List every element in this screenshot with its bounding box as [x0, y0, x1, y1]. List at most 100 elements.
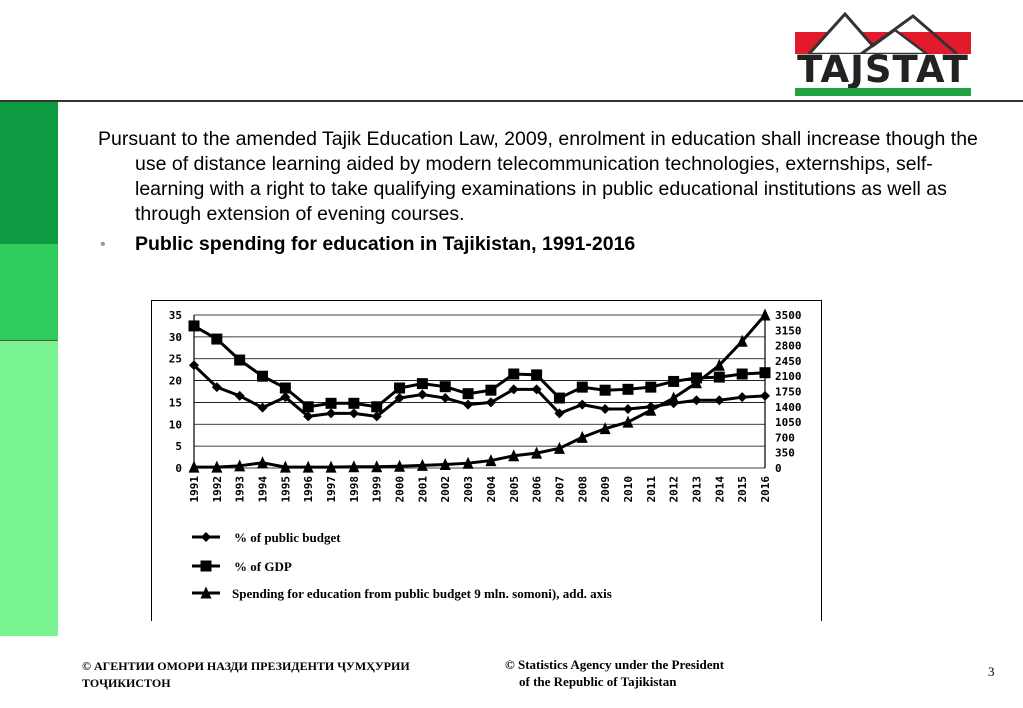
data-point-square — [485, 384, 497, 396]
data-point-square — [439, 381, 451, 393]
data-point-square — [553, 392, 565, 404]
y-right-tick-label: 2100 — [775, 370, 802, 383]
data-point-triangle — [690, 376, 702, 389]
footer-english-line1: © Statistics Agency under the President — [505, 657, 725, 672]
data-point-square — [394, 382, 406, 394]
data-point-triangle — [394, 459, 406, 472]
data-point-diamond — [348, 408, 359, 419]
data-point-diamond — [234, 390, 245, 401]
data-point-square — [325, 397, 337, 409]
data-point-triangle — [279, 460, 291, 473]
data-point-square — [645, 381, 657, 393]
x-tick-label: 2000 — [394, 476, 407, 503]
x-tick-label: 1996 — [302, 476, 315, 503]
x-tick-label: 2008 — [576, 476, 589, 503]
data-point-square — [462, 388, 474, 400]
x-tick-label: 2013 — [690, 476, 703, 503]
data-point-square — [531, 369, 543, 381]
data-point-square — [371, 401, 383, 413]
data-point-diamond — [257, 402, 268, 413]
x-tick-label: 1995 — [279, 476, 292, 503]
x-tick-label: 1994 — [257, 476, 270, 503]
data-point-square — [599, 384, 611, 396]
data-point-triangle — [188, 460, 200, 473]
footer-tajik-line2: ТОҶИКИСТОН — [82, 676, 171, 690]
side-band-divider — [0, 340, 58, 341]
data-point-square — [279, 382, 291, 394]
x-tick-label: 2003 — [462, 476, 475, 503]
data-point-square — [576, 381, 588, 393]
data-point-triangle — [416, 458, 428, 471]
data-point-diamond — [440, 393, 451, 404]
x-tick-label: 2002 — [439, 476, 452, 503]
x-tick-label: 2001 — [416, 476, 429, 503]
data-point-triangle — [668, 391, 680, 404]
page-number: 3 — [988, 664, 995, 679]
footer-agency-english: © Statistics Agency under the President … — [505, 656, 765, 690]
legend-swatch-marker — [200, 586, 212, 599]
y-right-tick-label: 2450 — [775, 355, 802, 368]
y-right-tick-label: 1050 — [775, 416, 802, 429]
x-tick-label: 1992 — [211, 476, 224, 503]
legend-swatch-marker — [201, 532, 211, 542]
data-point-triangle — [485, 454, 497, 467]
data-point-triangle — [759, 308, 771, 321]
data-point-diamond — [760, 390, 770, 401]
data-point-diamond — [211, 382, 222, 393]
x-tick-label: 1993 — [234, 476, 247, 503]
data-point-square — [348, 397, 360, 409]
x-tick-label: 2010 — [622, 476, 635, 503]
data-point-diamond — [463, 399, 474, 410]
data-point-diamond — [326, 408, 337, 419]
x-tick-label: 2005 — [508, 476, 521, 503]
data-point-diamond — [303, 411, 314, 422]
data-point-triangle — [257, 456, 269, 469]
footer-english-line2: of the Republic of Tajikistan — [519, 674, 677, 689]
data-point-diamond — [371, 411, 382, 422]
logo-wordmark: TAJSTAT — [797, 48, 969, 91]
education-spending-chart: 0 5 10 15 20 25 30 35 0 350 700 1050 1400 1750 2100 245… — [151, 300, 822, 621]
chart-canvas: 0510152025303503507001050140017502100245… — [169, 308, 802, 601]
data-point-square — [211, 333, 223, 345]
legend-label: Spending for education from public budge… — [232, 586, 612, 601]
data-point-diamond — [691, 395, 702, 406]
data-point-square — [713, 371, 725, 383]
data-point-triangle — [736, 334, 748, 347]
x-tick-label: 2012 — [668, 476, 681, 503]
x-tick-label: 2011 — [645, 476, 658, 503]
x-tick-label: 2004 — [485, 476, 498, 503]
header-divider — [0, 100, 1023, 102]
data-point-diamond — [508, 384, 519, 395]
data-point-square — [416, 378, 428, 390]
data-point-square — [622, 383, 634, 395]
y-left-tick-label: 35 — [169, 309, 182, 322]
data-point-triangle — [576, 430, 588, 443]
x-tick-label: 1999 — [371, 476, 384, 503]
data-point-diamond — [600, 403, 611, 414]
y-right-tick-label: 700 — [775, 431, 795, 444]
y-right-tick-label: 2800 — [775, 340, 802, 353]
y-right-tick-label: 1400 — [775, 401, 802, 414]
data-point-triangle — [462, 456, 474, 469]
x-tick-label: 2016 — [759, 476, 772, 503]
data-point-square — [188, 320, 200, 332]
x-tick-label: 2009 — [599, 476, 612, 503]
y-left-tick-label: 20 — [169, 375, 182, 388]
data-point-square — [508, 368, 520, 380]
legend-label: % of GDP — [234, 559, 292, 574]
data-point-triangle — [553, 441, 565, 454]
data-point-triangle — [371, 460, 383, 473]
side-band-mid — [0, 244, 58, 341]
data-point-diamond — [417, 389, 428, 400]
data-point-square — [736, 368, 748, 380]
side-band-light — [0, 341, 58, 636]
data-point-square — [759, 367, 771, 379]
side-band-dark — [0, 102, 58, 244]
mountains-icon — [807, 12, 958, 54]
footer-tajik-line1: © АГЕНТИИ ОМОРИ НАЗДИ ПРЕЗИДЕНТИ ҶУМҲУРИ… — [82, 659, 410, 673]
data-point-diamond — [394, 393, 405, 404]
x-tick-label: 2014 — [713, 476, 726, 503]
data-point-triangle — [211, 460, 223, 473]
data-point-triangle — [439, 458, 451, 471]
y-left-tick-label: 15 — [169, 396, 182, 409]
